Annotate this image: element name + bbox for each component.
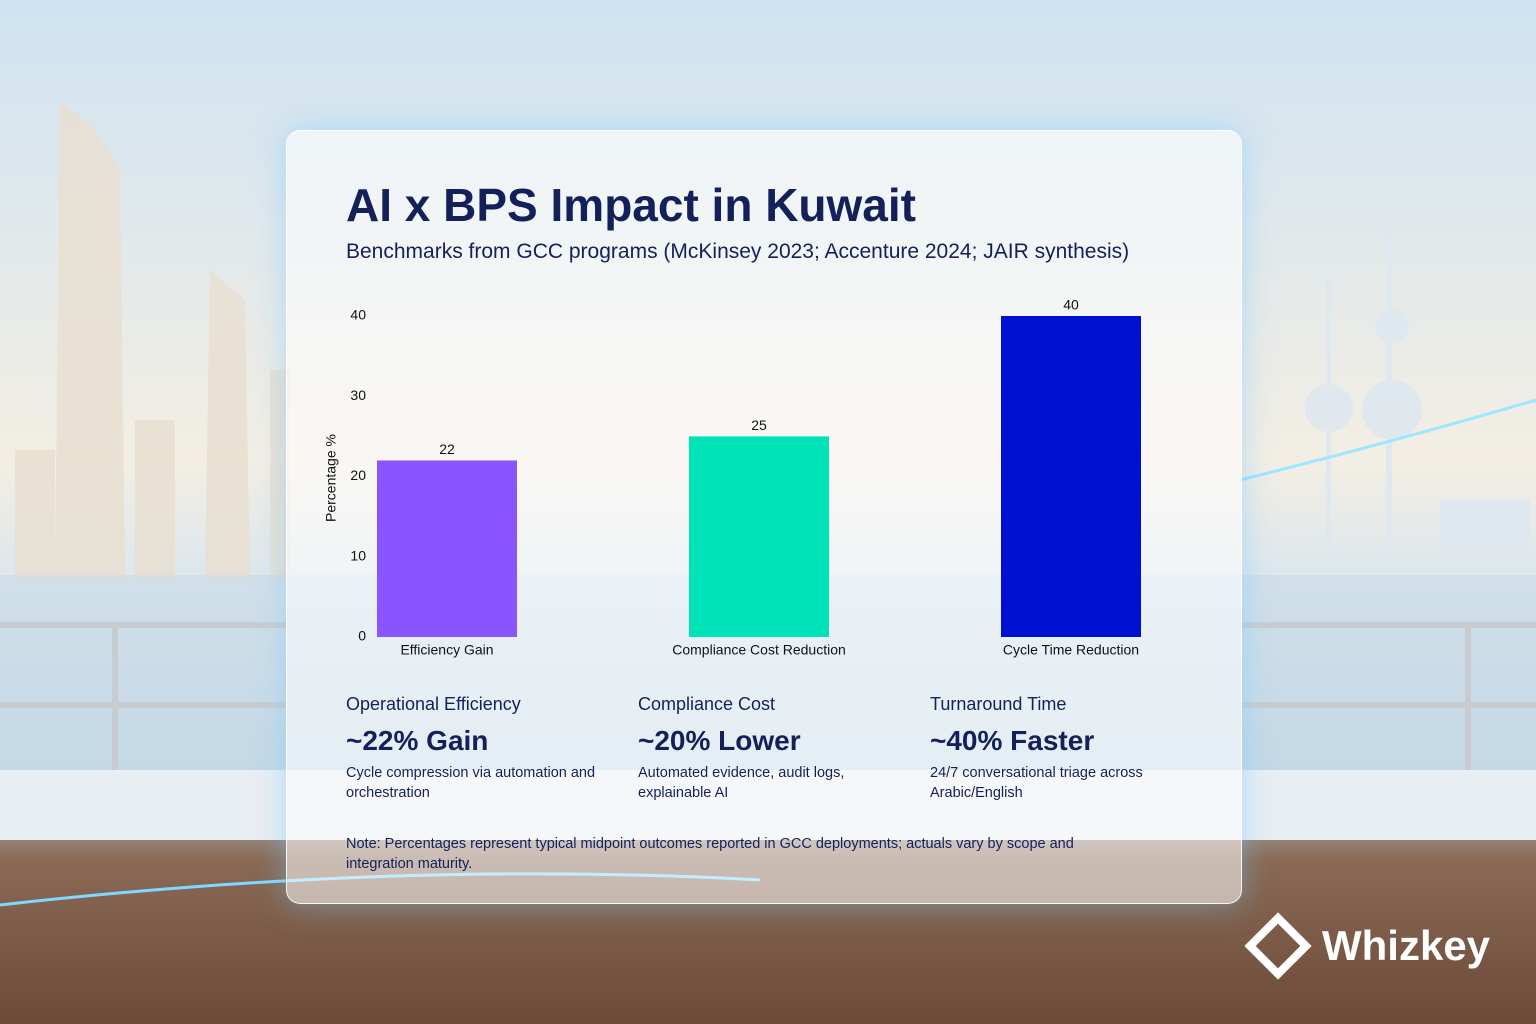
- stat-card: Operational Efficiency ~22% Gain Cycle com…: [346, 694, 616, 803]
- y-tick-label: 40: [350, 307, 366, 323]
- card-description: Cycle compression via automation and orc…: [346, 765, 596, 801]
- x-tick-label: Efficiency Gain: [400, 642, 493, 658]
- card-headline: ~20% Lower: [638, 725, 801, 756]
- stat-card: Turnaround Time ~40% Faster 24/7 conversat…: [930, 694, 1200, 803]
- card-headline: ~40% Faster: [930, 725, 1095, 756]
- value-label: 22: [439, 441, 455, 457]
- card-headline: ~22% Gain: [346, 725, 489, 756]
- card-description: 24/7 conversational triage across Arabic…: [930, 765, 1143, 801]
- bar: [377, 460, 517, 637]
- card-label: Compliance Cost: [638, 694, 776, 714]
- card-label: Turnaround Time: [930, 694, 1067, 714]
- value-label: 40: [1063, 297, 1079, 313]
- value-label: 25: [751, 417, 767, 433]
- bar: [1001, 316, 1141, 637]
- bar: [689, 436, 829, 637]
- stat-card: Compliance Cost ~20% Lower Automated evide…: [638, 694, 908, 803]
- note: Note: Percentages represent typical midp…: [346, 836, 1074, 872]
- chart-title: AI x BPS Impact in Kuwait: [346, 179, 916, 231]
- card-label: Operational Efficiency: [346, 694, 521, 714]
- brand: Whizkey: [1322, 922, 1491, 969]
- y-tick-label: 30: [350, 387, 366, 403]
- y-tick-label: 20: [350, 467, 366, 483]
- card-description: Automated evidence, audit logs, explaina…: [638, 765, 845, 801]
- y-tick-label: 10: [350, 547, 366, 563]
- x-tick-label: Compliance Cost Reduction: [672, 642, 846, 658]
- y-tick-label: 0: [358, 628, 366, 644]
- chart-subtitle: Benchmarks from GCC programs (McKinsey 2…: [346, 240, 1130, 263]
- x-tick-label: Cycle Time Reduction: [1003, 642, 1139, 658]
- y-axis-label: Percentage %: [323, 434, 339, 522]
